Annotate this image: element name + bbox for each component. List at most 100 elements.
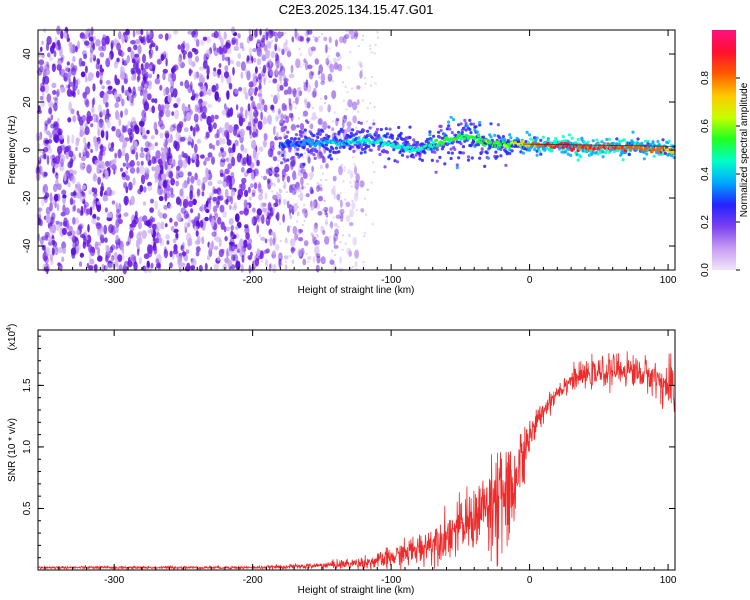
spectrogram-point (259, 202, 265, 209)
spectrogram-point (256, 58, 262, 66)
spectrogram-point (56, 117, 60, 123)
spectrogram-point (631, 140, 635, 144)
spectrogram-point (461, 151, 466, 155)
spectrogram-point (369, 44, 372, 47)
spectrogram-point (302, 258, 307, 266)
spectrogram-point (252, 131, 257, 138)
spectrogram-point (147, 248, 153, 258)
spectrogram-point (154, 200, 158, 210)
spectrogram-point (445, 142, 449, 146)
spectrogram-point (560, 150, 564, 154)
spectrogram-point (175, 233, 179, 241)
spectrogram-point (62, 194, 67, 199)
spectrogram-x-tick-label: -100 (381, 275, 401, 286)
spectrogram-point (208, 123, 213, 133)
spectrogram-point (128, 162, 132, 168)
spectrogram-point (433, 150, 437, 154)
snr-line-series (37, 351, 676, 571)
spectrogram-point (316, 182, 319, 185)
spectrogram-point (106, 245, 110, 253)
spectrogram-point (297, 195, 300, 198)
spectrogram-point (370, 84, 372, 87)
spectrogram-point (318, 267, 321, 270)
spectrogram-point (214, 211, 218, 221)
spectrogram-point (143, 265, 148, 274)
spectrogram-point (96, 200, 101, 206)
spectrogram-point (200, 39, 205, 46)
spectrogram-point (166, 240, 170, 245)
spectrogram-point (295, 202, 298, 205)
spectrogram-point (278, 136, 282, 140)
spectrogram-point (57, 60, 62, 65)
spectrogram-point (258, 73, 262, 80)
spectrogram-point (118, 133, 124, 143)
spectrogram-point (107, 89, 113, 95)
spectrogram-point (337, 216, 340, 219)
spectrogram-point (302, 156, 305, 159)
spectrogram-point (253, 117, 259, 124)
spectrogram-point (193, 29, 199, 38)
spectrogram-point (262, 175, 268, 181)
spectrogram-point (46, 213, 51, 224)
spectrogram-point (335, 52, 340, 57)
spectrogram-point (109, 160, 112, 169)
spectrogram-point (347, 138, 350, 141)
spectrogram-point (80, 163, 86, 168)
snr-x-ticks: -300 -200 -100 0 100 (44, 330, 677, 586)
spectrogram-point (351, 87, 353, 90)
spectrogram-point (47, 117, 51, 125)
spectrogram-point (302, 162, 306, 166)
spectrogram-point (284, 163, 290, 173)
spectrogram-point (338, 199, 341, 202)
spectrogram-point (88, 189, 93, 195)
spectrogram-point (276, 117, 279, 120)
spectrogram-point (168, 158, 174, 165)
spectrogram-point (55, 175, 59, 181)
spectrogram-point (346, 121, 352, 127)
spectrogram-point (496, 123, 500, 127)
spectrogram-point (296, 152, 300, 156)
spectrogram-point (348, 250, 352, 257)
spectrogram-point (193, 225, 199, 231)
spectrogram-point (87, 224, 90, 233)
spectrogram-point (151, 166, 156, 172)
spectrogram-point (258, 193, 263, 201)
spectrogram-point (151, 223, 158, 230)
spectrogram-point (173, 228, 179, 233)
spectrogram-point (447, 124, 451, 128)
spectrogram-point (121, 124, 125, 134)
spectrogram-point (46, 155, 50, 165)
spectrogram-point (349, 208, 354, 218)
spectrogram-point (377, 36, 380, 39)
spectrogram-point (67, 90, 72, 97)
spectrogram-point (294, 106, 297, 109)
spectrogram-point (105, 254, 109, 263)
spectrogram-point (134, 53, 140, 58)
spectrogram-point (378, 152, 382, 157)
spectrogram-point (298, 237, 304, 242)
spectrogram-point (102, 95, 106, 105)
spectrogram-point (196, 138, 202, 144)
spectrogram-point (317, 147, 320, 150)
spectrogram-point (259, 66, 262, 69)
spectrogram-point (74, 236, 79, 242)
spectrogram-point (539, 152, 543, 156)
spectrogram-point (362, 261, 365, 264)
spectrogram-point (176, 97, 181, 103)
spectrogram-point (385, 150, 390, 154)
spectrogram-point (136, 160, 141, 167)
spectrogram-point (188, 237, 193, 247)
spectrogram-point (269, 170, 272, 173)
spectrogram-point (256, 48, 261, 56)
spectrogram-point (371, 136, 375, 140)
spectrogram-point (314, 134, 317, 137)
spectrogram-point (287, 86, 292, 95)
spectrogram-point (302, 212, 305, 215)
spectrogram-point (105, 265, 108, 270)
spectrogram-point (329, 236, 332, 239)
spectrogram-point (317, 183, 323, 190)
spectrogram-point (334, 175, 337, 178)
spectrogram-point (106, 186, 112, 197)
spectrogram-x-tick-label: 0 (527, 275, 533, 286)
spectrogram-point (215, 236, 220, 243)
